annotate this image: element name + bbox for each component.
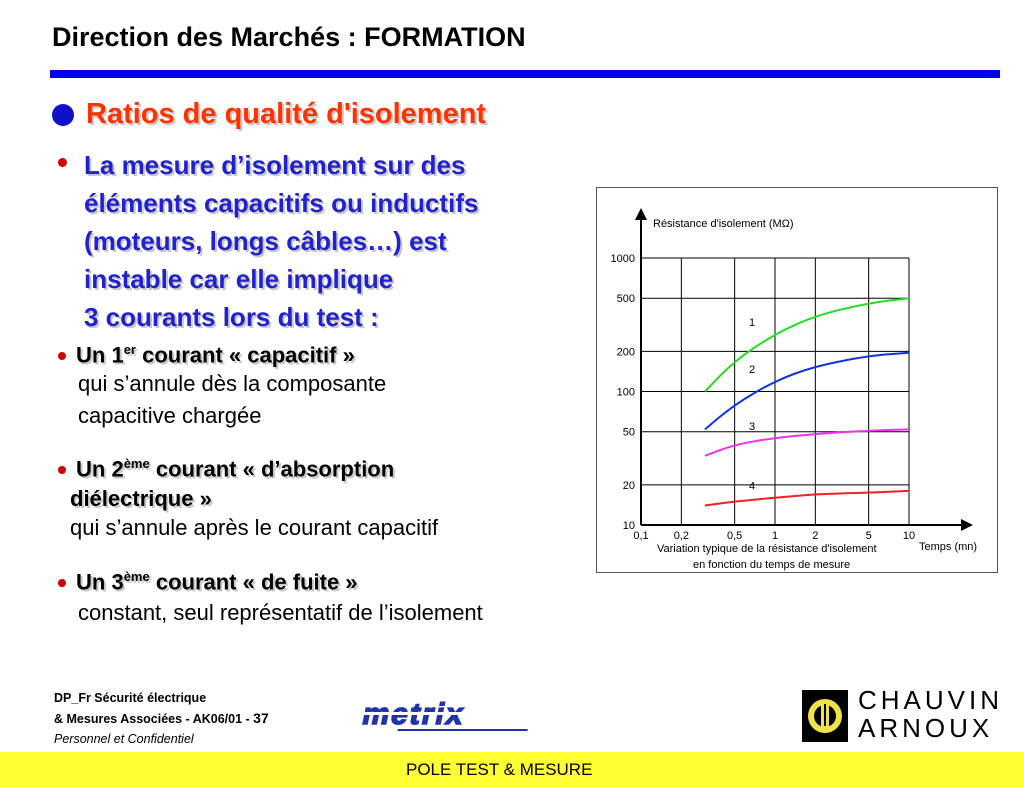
series-line-3 [704, 428, 910, 457]
chauvin-arnoux-logo-icon [802, 690, 848, 742]
item-description: constant, seul représentatif de l’isolem… [78, 600, 483, 626]
brand-line: CHAUVIN [858, 685, 1004, 715]
heading-text: Ratios de qualité d'isolement [86, 98, 487, 130]
y-axis-arrow [635, 208, 647, 220]
x-axis-arrow [961, 519, 973, 531]
series-line-1 [704, 297, 910, 393]
chart-caption: en fonction du temps de mesure [693, 559, 850, 571]
main-heading: Ratios de qualité d'isolement [52, 98, 486, 131]
x-axis-label: Temps (mn) [919, 541, 977, 553]
current-item-1: Un 1er courant « capacitif » qui s’annul… [58, 342, 578, 432]
item-heading: Un 3ème courant « de fuite » [76, 569, 618, 595]
intro-line: 3 courants lors du test : [84, 302, 379, 332]
y-axis-label: Résistance d'isolement (MΩ) [653, 218, 794, 230]
intro-line: instable car elle implique [84, 264, 394, 294]
item-heading-pre: Un 3 [76, 569, 124, 595]
item-heading: Un 2ème courant « d’absorption [76, 456, 588, 482]
bullet-icon [52, 103, 74, 126]
chart-series: 1 2 3 4 [704, 297, 910, 507]
intro-line: éléments capacitifs ou inductifs [84, 188, 479, 218]
chauvin-arnoux-wordmark: CHAUVIN ARNOUX [858, 686, 1003, 742]
item-description: qui s’annule dès la composante [78, 371, 387, 397]
footer-line: & Mesures Associées - AK06/01 - 37 [54, 708, 269, 729]
y-tick-label: 10 [623, 520, 635, 532]
bullet-icon [58, 579, 66, 587]
chart-axes [635, 208, 973, 531]
item-heading-cont: diélectrique » [70, 486, 212, 512]
item-heading-post: courant « capacitif » [135, 342, 355, 368]
series-label-3: 3 [749, 421, 755, 433]
y-tick-label: 500 [617, 293, 635, 305]
intro-bullet: La mesure d’isolement sur des éléments c… [58, 146, 588, 336]
item-description: qui s’annule après le courant capacitif [70, 515, 439, 541]
current-item-3: Un 3ème courant « de fuite » constant, s… [58, 569, 618, 629]
chart-grid [640, 257, 910, 526]
series-line-4 [704, 489, 910, 507]
x-tick-label: 5 [866, 530, 872, 542]
ca-emblem [808, 699, 842, 733]
bullet-icon [58, 352, 66, 360]
x-tick-label: 10 [903, 530, 915, 542]
bottom-bar-text: POLE TEST & MESURE [406, 760, 593, 779]
bottom-bar: POLE TEST & MESURE [0, 752, 1024, 787]
bullet-icon [58, 466, 66, 474]
page-number: 37 [253, 710, 269, 726]
current-item-2: Un 2ème courant « d’absorption diélectri… [58, 456, 588, 544]
item-heading-pre: Un 2 [76, 456, 124, 482]
x-tick-labels: 0,1 0,2 0,5 1 2 5 10 [633, 530, 915, 542]
item-heading-sup: ème [123, 569, 150, 584]
y-tick-labels: 10 20 50 100 200 500 1000 [611, 253, 635, 532]
footer-line: DP_Fr Sécurité électrique [54, 691, 207, 705]
chart-caption: Variation typique de la résistance d'iso… [657, 543, 877, 555]
series-label-1: 1 [749, 317, 755, 329]
y-tick-label: 50 [623, 427, 635, 439]
item-heading-post: courant « d’absorption [149, 456, 395, 482]
y-tick-label: 100 [617, 387, 635, 399]
metrix-wordmark: metrix [359, 700, 468, 731]
x-tick-label: 0,2 [674, 530, 689, 542]
series-line-2 [704, 351, 910, 431]
item-description: capacitive chargée [78, 403, 262, 429]
x-tick-label: 0,5 [727, 530, 742, 542]
bullet-icon [58, 158, 67, 167]
metrix-logo: metrix [359, 700, 530, 732]
item-heading-sup: er [123, 342, 136, 357]
item-heading-post: courant « de fuite » [149, 569, 358, 595]
item-heading-pre: Un 1 [76, 342, 124, 368]
footer-info: DP_Fr Sécurité électrique & Mesures Asso… [54, 688, 269, 749]
y-tick-label: 20 [623, 480, 635, 492]
slide-title: Direction des Marchés : FORMATION [52, 22, 526, 52]
y-tick-label: 200 [617, 346, 635, 358]
brand-line: ARNOUX [858, 713, 994, 743]
series-label-2: 2 [749, 364, 755, 376]
series-label-4: 4 [749, 481, 755, 493]
y-tick-label: 1000 [611, 253, 635, 265]
intro-line: La mesure d’isolement sur des [84, 150, 466, 180]
x-tick-label: 2 [812, 530, 818, 542]
x-tick-label: 1 [772, 530, 778, 542]
item-heading: Un 1er courant « capacitif » [76, 342, 578, 368]
footer-confidential: Personnel et Confidentiel [54, 732, 194, 746]
x-tick-label: 0,1 [633, 530, 648, 542]
title-divider [50, 70, 1000, 78]
footer-ref: & Mesures Associées - AK06/01 - [54, 712, 254, 726]
intro-line: (moteurs, longs câbles…) est [84, 226, 447, 256]
item-heading-sup: ème [123, 456, 150, 471]
